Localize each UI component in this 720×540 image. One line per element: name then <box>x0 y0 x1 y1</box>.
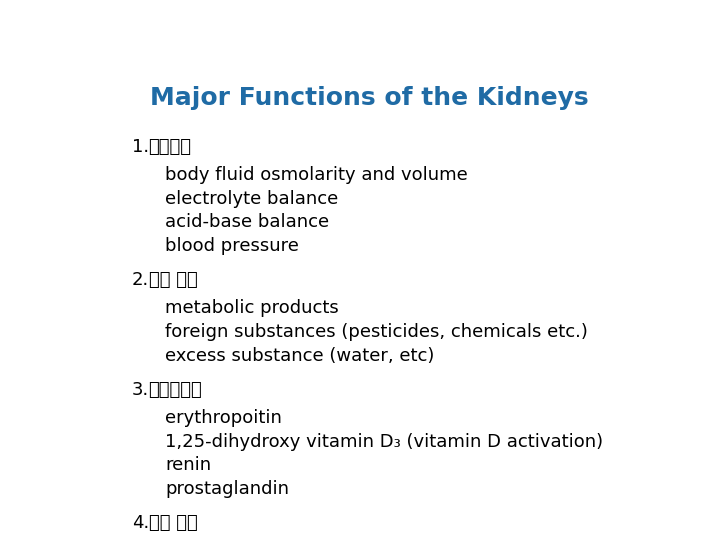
Text: erythropoitin: erythropoitin <box>166 409 282 427</box>
Text: prostaglandin: prostaglandin <box>166 480 289 498</box>
Text: Major Functions of the Kidneys: Major Functions of the Kidneys <box>150 85 588 110</box>
Text: renin: renin <box>166 456 212 475</box>
Text: excess substance (water, etc): excess substance (water, etc) <box>166 347 435 364</box>
Text: metabolic products: metabolic products <box>166 299 339 318</box>
Text: 1.: 1. <box>132 138 149 156</box>
Text: 3.: 3. <box>132 381 149 399</box>
Text: body fluid osmolarity and volume: body fluid osmolarity and volume <box>166 166 468 184</box>
Text: blood pressure: blood pressure <box>166 237 300 255</box>
Text: foreign substances (pesticides, chemicals etc.): foreign substances (pesticides, chemical… <box>166 323 588 341</box>
Text: 1,25-dihydroxy vitamin D₃ (vitamin D activation): 1,25-dihydroxy vitamin D₃ (vitamin D act… <box>166 433 603 451</box>
Text: 4.: 4. <box>132 514 149 532</box>
Text: 대사 기능: 대사 기능 <box>148 514 197 532</box>
Text: electrolyte balance: electrolyte balance <box>166 190 338 207</box>
Text: 배설 기능: 배설 기능 <box>148 271 197 289</box>
Text: 2.: 2. <box>132 271 149 289</box>
Text: acid-base balance: acid-base balance <box>166 213 330 231</box>
Text: 조절기능: 조절기능 <box>148 138 192 156</box>
Text: 내분비기능: 내분비기능 <box>148 381 202 399</box>
